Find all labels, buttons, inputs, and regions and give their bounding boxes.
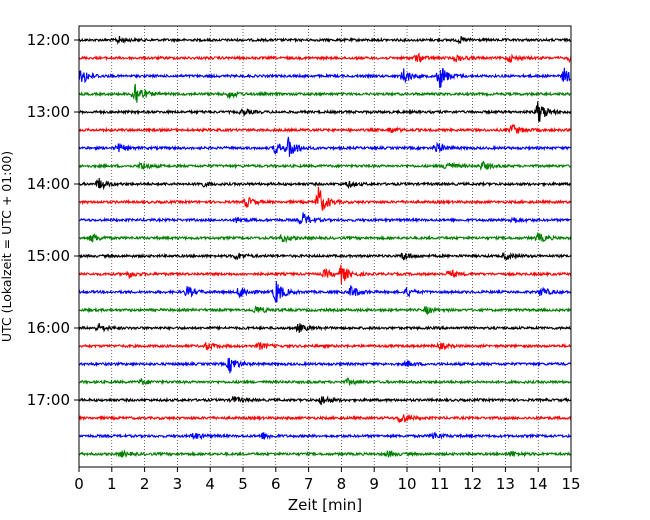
trace-1530: [79, 280, 571, 303]
x-axis-ticks: 0 1 2 3 4 5 6 7 8 9 10 11 12 13 14 15: [74, 467, 581, 493]
y-tick-label: 12:00: [27, 31, 70, 49]
seismic-traces: [79, 35, 571, 459]
trace-1400: [79, 177, 571, 191]
x-tick-label: 10: [397, 475, 416, 493]
x-axis-label: Zeit [min]: [288, 496, 362, 514]
trace-1315: [79, 124, 571, 134]
x-tick-label: 6: [271, 475, 281, 493]
x-tick-label: 5: [238, 475, 248, 493]
y-axis-ticks: 12:00 13:00 14:00 15:00 16:00 17:00: [27, 31, 79, 409]
trace-1200: [79, 35, 571, 46]
trace-1600: [79, 323, 571, 333]
trace-1430: [79, 212, 571, 226]
y-tick-label: 15:00: [27, 247, 70, 265]
x-tick-label: 11: [430, 475, 449, 493]
trace-1515: [79, 264, 571, 285]
trace-1415: [79, 186, 571, 211]
trace-1500: [79, 251, 571, 261]
trace-1245: [79, 83, 571, 103]
y-axis-label: UTC (Lokalzeit = UTC + 01:00): [0, 151, 14, 342]
x-tick-label: 9: [369, 475, 379, 493]
plot-area-frame: [78, 25, 572, 468]
trace-1615: [79, 341, 571, 352]
trace-1730: [79, 431, 571, 441]
x-tick-label: 13: [496, 475, 515, 493]
x-tick-label: 12: [463, 475, 482, 493]
trace-1545: [79, 305, 571, 316]
trace-1445: [79, 232, 571, 244]
y-tick-label: 13:00: [27, 103, 70, 121]
trace-1215: [79, 52, 571, 64]
trace-1330: [79, 136, 571, 157]
trace-1230: [79, 67, 571, 89]
y-tick-label: 16:00: [27, 319, 70, 337]
trace-1745: [79, 449, 571, 459]
trace-1700: [79, 395, 571, 406]
x-tick-label: 4: [205, 475, 215, 493]
x-tick-label: 14: [529, 475, 548, 493]
trace-1645: [79, 377, 571, 386]
x-tick-label: 7: [304, 475, 314, 493]
trace-1630: [79, 357, 571, 374]
y-tick-label: 17:00: [27, 391, 70, 409]
y-tick-label: 14:00: [27, 175, 70, 193]
trace-1345: [79, 160, 571, 171]
x-tick-label: 15: [561, 475, 580, 493]
x-tick-label: 2: [140, 475, 150, 493]
x-tick-label: 8: [337, 475, 347, 493]
x-tick-label: 0: [74, 475, 84, 493]
trace-1715: [79, 413, 571, 424]
x-tick-label: 3: [173, 475, 183, 493]
trace-1300: [79, 101, 571, 122]
x-tick-label: 1: [107, 475, 117, 493]
